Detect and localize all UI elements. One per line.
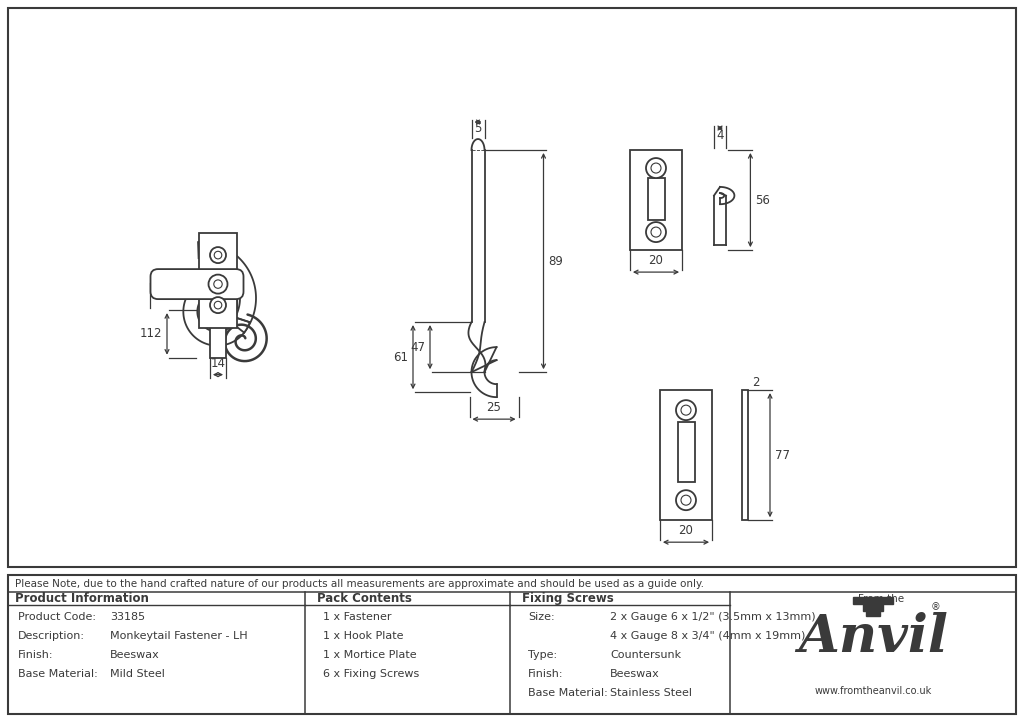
Text: Size:: Size: bbox=[528, 613, 555, 623]
Text: 2 x Gauge 6 x 1/2" (3.5mm x 13mm): 2 x Gauge 6 x 1/2" (3.5mm x 13mm) bbox=[610, 613, 816, 623]
Text: 20: 20 bbox=[648, 254, 664, 267]
Text: Mild Steel: Mild Steel bbox=[110, 669, 165, 679]
Circle shape bbox=[209, 275, 227, 293]
Circle shape bbox=[681, 405, 691, 415]
Circle shape bbox=[214, 280, 222, 288]
Text: From the: From the bbox=[858, 595, 904, 605]
Polygon shape bbox=[183, 290, 250, 346]
Circle shape bbox=[646, 222, 666, 242]
Polygon shape bbox=[198, 242, 256, 333]
Text: 1 x Mortice Plate: 1 x Mortice Plate bbox=[323, 650, 417, 660]
Text: Monkeytail Fastener - LH: Monkeytail Fastener - LH bbox=[110, 631, 248, 641]
Bar bbox=[742, 390, 748, 520]
Text: ®: ® bbox=[930, 603, 940, 613]
Circle shape bbox=[214, 251, 222, 259]
Text: 14: 14 bbox=[211, 357, 225, 370]
Bar bbox=[660, 390, 712, 520]
Text: Beeswax: Beeswax bbox=[610, 669, 659, 679]
Text: 4 x Gauge 8 x 3/4" (4mm x 19mm): 4 x Gauge 8 x 3/4" (4mm x 19mm) bbox=[610, 631, 805, 641]
Bar bbox=[678, 422, 694, 482]
Polygon shape bbox=[863, 605, 883, 611]
Circle shape bbox=[214, 301, 222, 309]
Text: 2: 2 bbox=[752, 375, 760, 389]
Text: 20: 20 bbox=[679, 524, 693, 537]
Text: Please Note, due to the hand crafted nature of our products all measurements are: Please Note, due to the hand crafted nat… bbox=[15, 579, 705, 589]
Text: 25: 25 bbox=[486, 401, 502, 414]
Text: Countersunk: Countersunk bbox=[610, 650, 681, 660]
Text: Stainless Steel: Stainless Steel bbox=[610, 688, 692, 698]
Circle shape bbox=[210, 297, 226, 313]
Text: 56: 56 bbox=[756, 193, 770, 206]
FancyBboxPatch shape bbox=[151, 269, 244, 299]
Circle shape bbox=[681, 495, 691, 505]
Bar bbox=[210, 326, 226, 357]
Text: www.fromtheanvil.co.uk: www.fromtheanvil.co.uk bbox=[814, 686, 932, 696]
Polygon shape bbox=[866, 611, 881, 616]
Text: Base Material:: Base Material: bbox=[528, 688, 608, 698]
Text: Type:: Type: bbox=[528, 650, 557, 660]
Text: Base Material:: Base Material: bbox=[18, 669, 97, 679]
Text: Product Information: Product Information bbox=[15, 592, 148, 605]
Circle shape bbox=[651, 163, 662, 173]
Text: 6 x Fixing Screws: 6 x Fixing Screws bbox=[323, 669, 419, 679]
Text: 1 x Hook Plate: 1 x Hook Plate bbox=[323, 631, 403, 641]
Text: 47: 47 bbox=[410, 341, 425, 354]
Text: 89: 89 bbox=[549, 255, 563, 267]
Text: Fixing Screws: Fixing Screws bbox=[522, 592, 613, 605]
Text: 4: 4 bbox=[716, 129, 724, 142]
Circle shape bbox=[676, 490, 696, 510]
Text: 61: 61 bbox=[393, 351, 408, 364]
Text: 77: 77 bbox=[775, 449, 790, 462]
Circle shape bbox=[676, 400, 696, 420]
Text: Pack Contents: Pack Contents bbox=[317, 592, 412, 605]
Text: 33185: 33185 bbox=[110, 613, 145, 623]
Bar bbox=[647, 178, 665, 220]
Bar bbox=[630, 150, 682, 250]
Text: 1 x Fastener: 1 x Fastener bbox=[323, 613, 391, 623]
Text: Beeswax: Beeswax bbox=[110, 650, 160, 660]
Polygon shape bbox=[190, 290, 244, 333]
Text: 70: 70 bbox=[186, 285, 201, 298]
Circle shape bbox=[646, 158, 666, 178]
Circle shape bbox=[210, 247, 226, 263]
Text: Finish:: Finish: bbox=[528, 669, 563, 679]
Text: Finish:: Finish: bbox=[18, 650, 53, 660]
Bar bbox=[199, 232, 237, 328]
Text: 112: 112 bbox=[139, 327, 162, 340]
Text: Product Code:: Product Code: bbox=[18, 613, 96, 623]
Text: Anvil: Anvil bbox=[798, 612, 948, 663]
Text: Description:: Description: bbox=[18, 631, 85, 641]
Text: 5: 5 bbox=[474, 122, 481, 135]
Polygon shape bbox=[853, 597, 893, 605]
Circle shape bbox=[651, 227, 662, 237]
